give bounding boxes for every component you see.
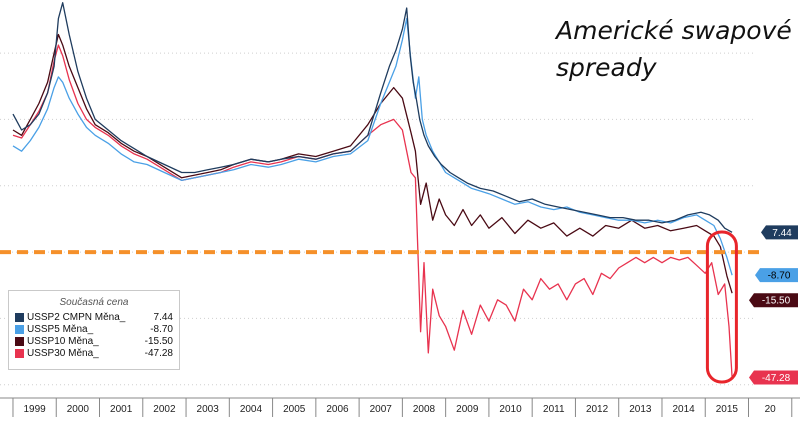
chart-title-line-2: spready	[556, 53, 657, 82]
value-label-bg	[749, 370, 798, 385]
x-tick-label: 2014	[672, 404, 695, 415]
x-tick-label: 2000	[67, 404, 90, 415]
legend-entry-name: USSP5 Měna_	[27, 323, 94, 335]
series-line-s5	[12, 17, 733, 276]
value-label-bg	[761, 225, 798, 240]
legend-entry-value: 7.44	[153, 311, 173, 323]
x-tick-label: 2005	[283, 404, 306, 415]
x-axis: 1999 2000 2001 2002 2003 2004 2005 2006 2007 2008…	[0, 397, 800, 417]
highlight-layer	[705, 230, 738, 384]
x-tick-label: 2008	[413, 404, 436, 415]
x-tick-label: 1999	[23, 404, 46, 415]
legend-entry-name: USSP10 Měna_	[27, 335, 99, 347]
series-layer	[12, 2, 733, 378]
legend-box: Současná cena USSP2 CMPN Měna_ 7.44 USSP…	[8, 290, 180, 370]
x-tick-label: 2003	[197, 404, 220, 415]
legend-entry-name: USSP2 CMPN Měna_	[27, 311, 126, 323]
legend-header: Současná cena	[59, 297, 129, 308]
value-label-bg	[749, 293, 798, 308]
legend-entry: USSP30 Měna_ -47.28	[9, 347, 179, 359]
x-tick-label: 2006	[326, 404, 349, 415]
legend-entry: USSP2 CMPN Měna_ 7.44	[9, 311, 179, 323]
legend-entry: USSP10 Měna_ -15.50	[9, 335, 179, 347]
series-line-s30	[12, 44, 733, 378]
legend-entry-name: USSP30 Měna_	[27, 347, 99, 359]
legend-entry: USSP5 Měna_ -8.70	[9, 323, 179, 335]
legend-entry-value: -47.28	[144, 347, 173, 359]
x-tick-label: 2010	[499, 404, 522, 415]
legend-entry-value: -8.70	[150, 323, 173, 335]
x-tick-label: 2004	[240, 404, 263, 415]
value-label-bg	[755, 268, 798, 283]
legend-swatch	[15, 312, 24, 322]
legend-swatch	[15, 348, 24, 358]
value-label: -47.28	[762, 373, 791, 384]
x-tick-label: 2002	[153, 404, 176, 415]
value-label: -15.50	[762, 296, 791, 307]
x-tick-label: 20	[765, 404, 777, 415]
legend-entry-value: -15.50	[144, 335, 173, 347]
series-line-s2	[12, 2, 733, 233]
x-tick-label: 2009	[456, 404, 479, 415]
x-tick-label: 2011	[543, 404, 565, 415]
series-line-s10	[12, 33, 733, 294]
x-tick-label: 2007	[370, 404, 393, 415]
highlight-ellipse	[705, 230, 738, 384]
chart-title-line-1: Americké swapové	[556, 16, 792, 45]
x-tick-label: 2013	[629, 404, 652, 415]
x-tick-label: 2012	[586, 404, 609, 415]
legend-swatch	[15, 324, 24, 334]
chart-title: Americké swapové spready	[556, 12, 796, 86]
value-label: -8.70	[768, 271, 791, 282]
value-label: 7.44	[772, 228, 792, 239]
right-value-labels: 7.44 -8.70 -15.50 -47.28	[749, 225, 798, 385]
legend-swatch	[15, 336, 24, 346]
x-tick-label: 2001	[110, 404, 133, 415]
x-tick-label: 2015	[716, 404, 739, 415]
